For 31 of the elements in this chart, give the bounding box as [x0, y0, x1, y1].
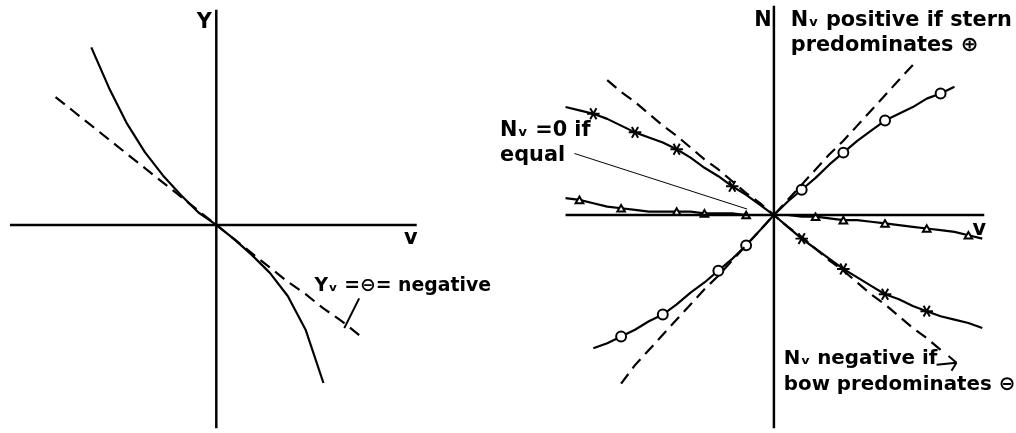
point	[615, 330, 628, 343]
point	[963, 230, 974, 240]
point	[837, 146, 850, 159]
x-axis-title: v	[403, 224, 418, 249]
point	[921, 224, 932, 233]
point	[934, 87, 947, 100]
point	[877, 287, 893, 301]
point	[836, 262, 851, 276]
point	[627, 125, 643, 139]
point	[838, 215, 849, 225]
point	[879, 114, 891, 127]
point	[616, 203, 626, 213]
annotation: Nᵥ negative if bow predominates ⊖	[783, 345, 1016, 395]
point	[810, 212, 821, 222]
point	[586, 107, 601, 121]
annotation: Nᵥ =0 if equal	[500, 116, 592, 167]
x-axis-title: v	[972, 215, 987, 240]
annotation: Yᵥ =⊖= negative	[313, 274, 492, 296]
point	[712, 264, 725, 277]
point	[795, 183, 808, 196]
point	[740, 239, 753, 252]
text: Nᵥ positive if stern predominates ⊕	[790, 6, 1012, 57]
point	[919, 304, 934, 318]
y-axis-title: Y	[195, 9, 213, 34]
point	[574, 195, 585, 205]
point	[794, 232, 809, 246]
point	[724, 179, 740, 193]
point	[669, 142, 684, 156]
point	[880, 219, 890, 228]
y-axis-title: N	[754, 6, 772, 31]
point	[656, 308, 669, 321]
